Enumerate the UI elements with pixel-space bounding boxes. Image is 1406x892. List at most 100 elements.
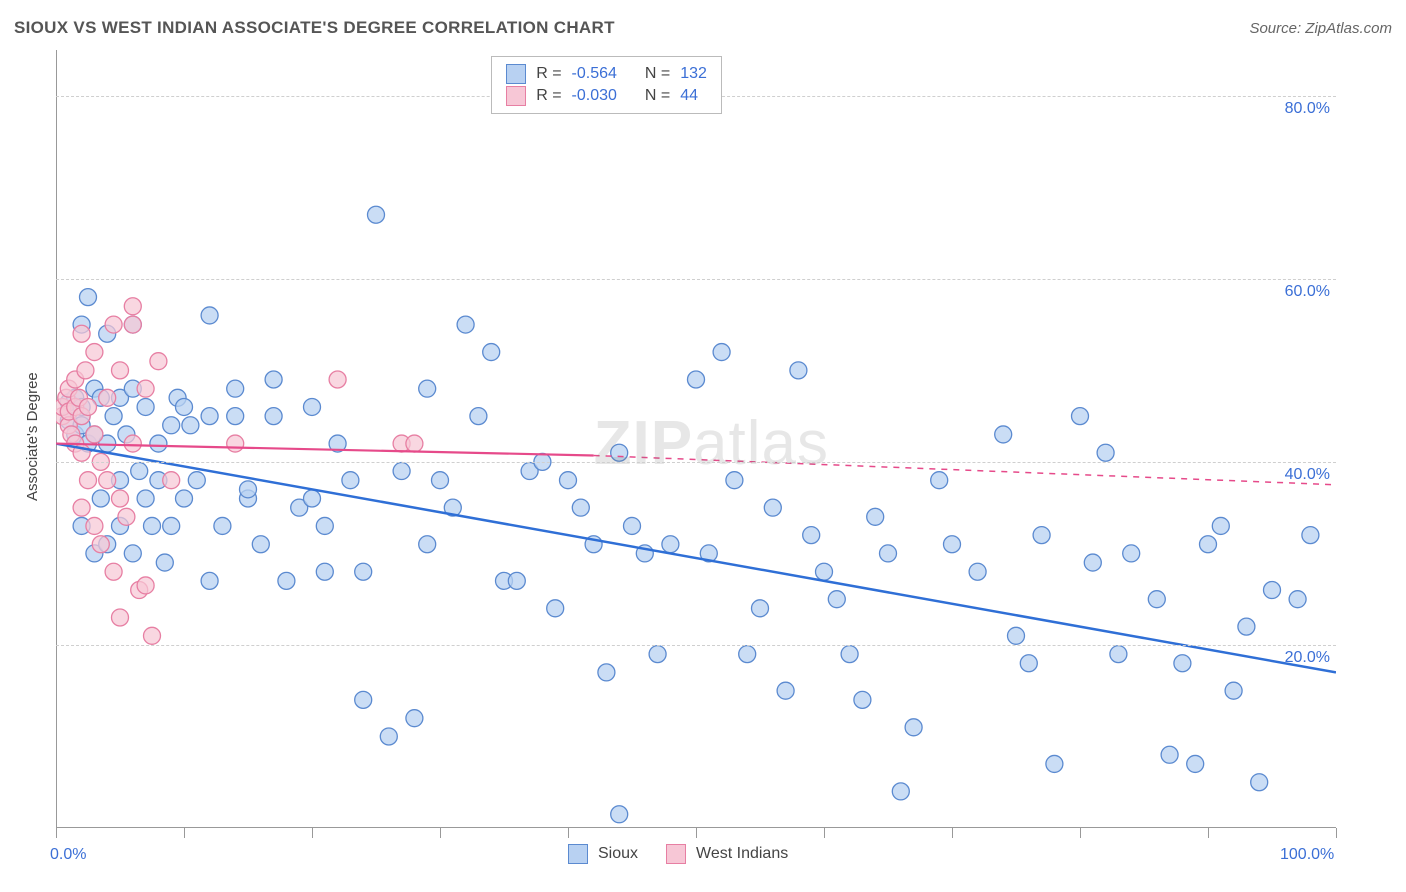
y-axis-label: Associate's Degree	[24, 372, 41, 501]
westindian-point	[80, 472, 97, 489]
westindian-point	[105, 563, 122, 580]
sioux-point	[764, 499, 781, 516]
sioux-point	[1225, 682, 1242, 699]
westindian-point	[112, 490, 129, 507]
sioux-point	[905, 719, 922, 736]
sioux-point	[841, 646, 858, 663]
x-tick	[312, 828, 313, 838]
gridline	[56, 462, 1336, 463]
x-tick	[1208, 828, 1209, 838]
chart-header: SIOUX VS WEST INDIAN ASSOCIATE'S DEGREE …	[14, 18, 1392, 38]
westindian-point	[86, 426, 103, 443]
sioux-point	[560, 472, 577, 489]
sioux-point	[598, 664, 615, 681]
sioux-point	[355, 691, 372, 708]
sioux-point	[214, 517, 231, 534]
sioux-point	[739, 646, 756, 663]
sioux-point	[892, 783, 909, 800]
westindian-point	[77, 362, 94, 379]
sioux-point	[156, 554, 173, 571]
sioux-point	[572, 499, 589, 516]
legend-series-label: Sioux	[598, 845, 638, 863]
sioux-point	[419, 380, 436, 397]
sioux-point	[176, 490, 193, 507]
sioux-point	[188, 472, 205, 489]
sioux-point	[470, 408, 487, 425]
sioux-point	[713, 344, 730, 361]
sioux-point	[1200, 536, 1217, 553]
sioux-point	[1238, 618, 1255, 635]
sioux-point	[150, 435, 167, 452]
x-tick	[568, 828, 569, 838]
sioux-point	[1072, 408, 1089, 425]
sioux-point	[483, 344, 500, 361]
sioux-point	[137, 490, 154, 507]
sioux-point	[1033, 527, 1050, 544]
westindian-point	[150, 353, 167, 370]
sioux-point	[752, 600, 769, 617]
sioux-point	[342, 472, 359, 489]
sioux-point	[662, 536, 679, 553]
sioux-point	[304, 398, 321, 415]
sioux-point	[265, 371, 282, 388]
westindian-point	[112, 362, 129, 379]
sioux-point	[1084, 554, 1101, 571]
sioux-trend	[56, 444, 1336, 673]
westindian-point	[112, 609, 129, 626]
sioux-point	[969, 563, 986, 580]
westindian-point	[144, 627, 161, 644]
sioux-point	[547, 600, 564, 617]
westindian-point	[124, 316, 141, 333]
sioux-point	[92, 490, 109, 507]
sioux-point	[163, 417, 180, 434]
sioux-point	[803, 527, 820, 544]
sioux-point	[265, 408, 282, 425]
sioux-point	[201, 572, 218, 589]
westindian-point	[329, 371, 346, 388]
westindian-point	[163, 472, 180, 489]
legend-n-label: N =	[645, 63, 670, 85]
westindian-point	[227, 435, 244, 452]
sioux-point	[1289, 591, 1306, 608]
legend-swatch	[506, 64, 526, 84]
sioux-point	[176, 398, 193, 415]
legend-r-label: R =	[536, 85, 561, 107]
westindian-point	[137, 380, 154, 397]
legend-swatch	[568, 844, 588, 864]
sioux-point	[419, 536, 436, 553]
sioux-point	[854, 691, 871, 708]
y-tick-label: 80.0%	[1285, 100, 1330, 118]
legend-r-value: -0.030	[572, 85, 617, 107]
x-tick	[952, 828, 953, 838]
y-tick-label: 40.0%	[1285, 466, 1330, 484]
scatter-svg	[56, 50, 1336, 828]
westindian-point	[86, 517, 103, 534]
sioux-point	[227, 408, 244, 425]
westindian-point	[73, 325, 90, 342]
legend-n-value: 44	[680, 85, 698, 107]
chart-source: Source: ZipAtlas.com	[1249, 20, 1392, 37]
sioux-point	[304, 490, 321, 507]
sioux-point	[368, 206, 385, 223]
sioux-point	[252, 536, 269, 553]
legend-series-label: West Indians	[696, 845, 788, 863]
legend-r-label: R =	[536, 63, 561, 85]
chart-title: SIOUX VS WEST INDIAN ASSOCIATE'S DEGREE …	[14, 18, 615, 38]
sioux-point	[380, 728, 397, 745]
westindian-point	[137, 577, 154, 594]
x-tick	[56, 828, 57, 838]
x-tick	[440, 828, 441, 838]
sioux-point	[1212, 517, 1229, 534]
westindian-point	[99, 389, 116, 406]
westindian-point	[124, 298, 141, 315]
westindian-point	[105, 316, 122, 333]
sioux-point	[828, 591, 845, 608]
sioux-point	[1161, 746, 1178, 763]
plot-area: ZIPatlas 20.0%40.0%60.0%80.0%	[56, 50, 1336, 828]
sioux-point	[201, 408, 218, 425]
legend-row: R =-0.564N =132	[506, 63, 707, 85]
sioux-point	[278, 572, 295, 589]
x-min-label: 0.0%	[50, 846, 86, 864]
sioux-point	[624, 517, 641, 534]
westindian-point	[92, 536, 109, 553]
